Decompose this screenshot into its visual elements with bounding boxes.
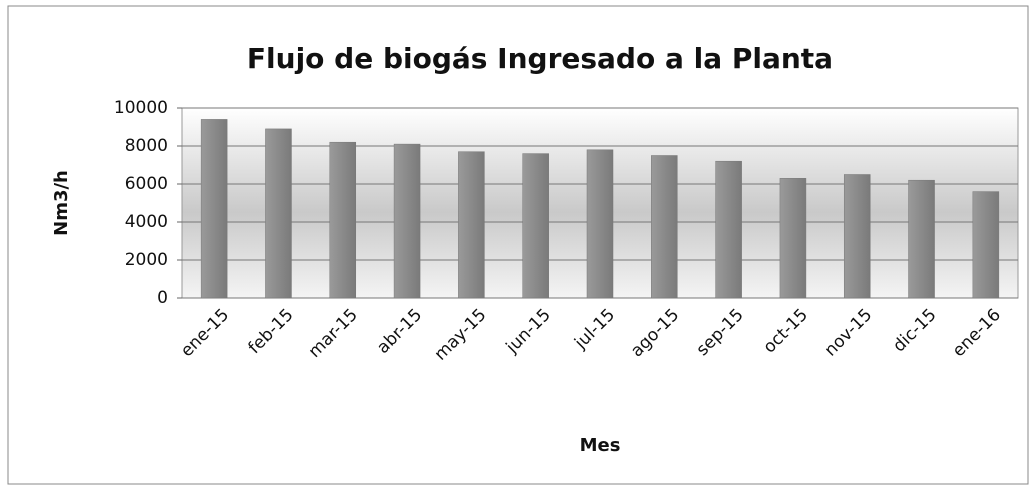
y-tick-label: 4000 [125, 212, 168, 232]
bar [393, 143, 421, 299]
bar [522, 153, 549, 299]
x-tick-label: jul-15 [570, 305, 619, 354]
y-tick-label: 8000 [125, 136, 168, 156]
bar [779, 178, 807, 299]
bar [586, 149, 614, 299]
bar [200, 119, 228, 299]
bar [972, 191, 1000, 299]
x-tick-label: ene-16 [949, 305, 1005, 361]
bar [715, 160, 742, 299]
bar [843, 174, 871, 299]
x-tick-label: mar-15 [305, 305, 362, 362]
x-tick-label: abr-15 [373, 305, 426, 358]
x-tick-label: oct-15 [760, 305, 812, 357]
x-tick-label: nov-15 [821, 305, 877, 361]
x-tick-label: dic-15 [889, 305, 940, 356]
y-tick-label: 0 [157, 288, 168, 308]
bar [908, 179, 935, 299]
x-tick-label: ago-15 [627, 305, 683, 361]
bar [651, 155, 678, 299]
bar [458, 151, 485, 299]
x-tick-label: ene-15 [177, 305, 233, 361]
bar [329, 141, 357, 299]
x-tick-label: jun-15 [502, 305, 555, 358]
x-tick-label: feb-15 [244, 305, 297, 358]
x-tick-label: may-15 [431, 305, 491, 365]
bar [265, 128, 292, 299]
y-tick-label: 6000 [125, 174, 168, 194]
x-tick-label: sep-15 [693, 305, 748, 360]
y-tick-label: 10000 [114, 98, 168, 118]
chart-title: Flujo de biogás Ingresado a la Planta [247, 42, 833, 75]
y-axis-label: Nm3/h [51, 170, 72, 236]
x-axis-label: Mes [580, 435, 621, 456]
y-tick-label: 2000 [125, 250, 168, 270]
chart-frame [7, 5, 1029, 485]
